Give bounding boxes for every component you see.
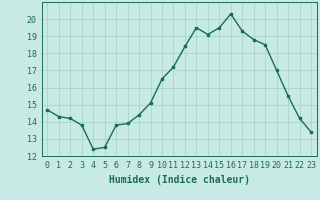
X-axis label: Humidex (Indice chaleur): Humidex (Indice chaleur) <box>109 175 250 185</box>
